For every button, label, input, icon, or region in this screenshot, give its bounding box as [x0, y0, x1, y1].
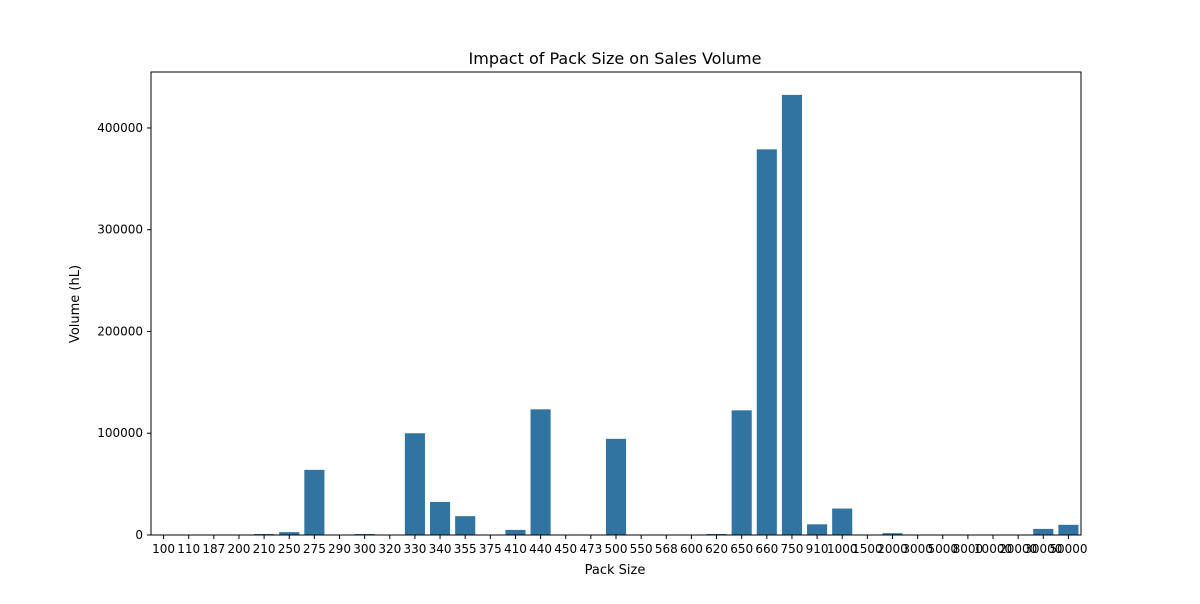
x-tick-label-250: 250 — [278, 542, 301, 556]
x-tick-label-660: 660 — [755, 542, 778, 556]
y-tick-label-200000: 200000 — [97, 324, 143, 338]
x-tick-label-320: 320 — [378, 542, 401, 556]
x-tick-label-450: 450 — [554, 542, 577, 556]
bar-1000 — [832, 509, 852, 535]
x-axis-label: Pack Size — [585, 563, 646, 578]
x-tick-label-375: 375 — [479, 542, 502, 556]
bar-355 — [455, 516, 475, 535]
x-tick-label-100: 100 — [152, 542, 175, 556]
bar-650 — [732, 410, 752, 535]
x-tick-label-600: 600 — [680, 542, 703, 556]
bar-500 — [606, 439, 626, 535]
x-tick-label-410: 410 — [504, 542, 527, 556]
bar-330 — [405, 433, 425, 535]
x-tick-label-110: 110 — [177, 542, 200, 556]
y-tick-label-100000: 100000 — [97, 426, 143, 440]
x-tick-label-50000: 50000 — [1049, 542, 1087, 556]
x-tick-label-355: 355 — [454, 542, 477, 556]
chart-title: Impact of Pack Size on Sales Volume — [469, 49, 762, 68]
x-tick-label-290: 290 — [328, 542, 351, 556]
bar-30000 — [1033, 529, 1053, 535]
bar-910 — [807, 524, 827, 535]
y-axis-label: Volume (hL) — [68, 265, 83, 343]
x-tick-label-750: 750 — [780, 542, 803, 556]
x-tick-label-473: 473 — [579, 542, 602, 556]
x-tick-label-340: 340 — [429, 542, 452, 556]
bar-660 — [757, 149, 777, 535]
bar-410 — [505, 530, 525, 535]
x-tick-label-330: 330 — [403, 542, 426, 556]
x-tick-label-568: 568 — [655, 542, 678, 556]
x-tick-label-440: 440 — [529, 542, 552, 556]
x-tick-label-550: 550 — [630, 542, 653, 556]
bar-440 — [531, 409, 551, 535]
x-tick-label-650: 650 — [730, 542, 753, 556]
bar-340 — [430, 502, 450, 535]
bar-750 — [782, 95, 802, 535]
x-tick-label-910: 910 — [806, 542, 829, 556]
y-tick-label-300000: 300000 — [97, 223, 143, 237]
x-tick-label-500: 500 — [605, 542, 628, 556]
x-tick-label-200: 200 — [228, 542, 251, 556]
bar-50000 — [1058, 525, 1078, 535]
x-tick-label-275: 275 — [303, 542, 326, 556]
y-tick-label-0: 0 — [135, 528, 143, 542]
x-tick-label-187: 187 — [202, 542, 225, 556]
x-tick-label-210: 210 — [253, 542, 276, 556]
x-tick-label-300: 300 — [353, 542, 376, 556]
x-tick-label-620: 620 — [705, 542, 728, 556]
bar-275 — [304, 470, 324, 535]
y-tick-label-400000: 400000 — [97, 121, 143, 135]
